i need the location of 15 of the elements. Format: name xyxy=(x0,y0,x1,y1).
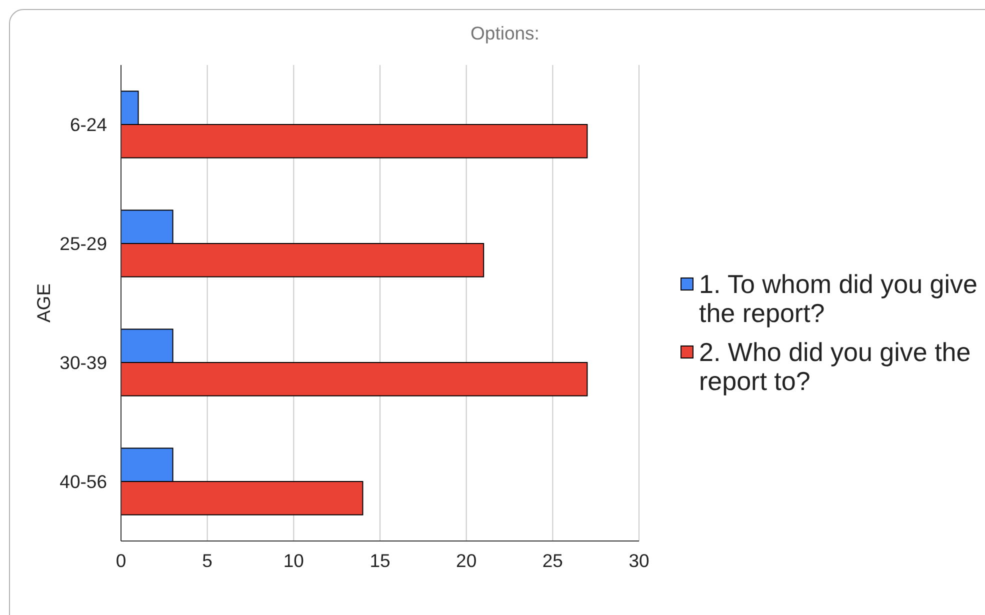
y-tick-label: 30-39 xyxy=(60,352,107,373)
y-tick-label: 6-24 xyxy=(70,114,107,135)
x-tick-label: 5 xyxy=(202,550,212,571)
y-tick-label: 25-29 xyxy=(60,233,107,254)
x-tick-label: 30 xyxy=(628,550,650,571)
x-tick-label: 10 xyxy=(283,550,304,571)
chart-title: Options: xyxy=(470,22,540,44)
x-tick-label: 25 xyxy=(542,550,563,571)
y-tick-label: 40-56 xyxy=(60,471,107,492)
y-axis-title: AGE xyxy=(33,283,54,323)
x-tick-label: 15 xyxy=(370,550,390,571)
legend-label: 2. Who did you give the report to? xyxy=(699,337,971,396)
x-tick-label: 0 xyxy=(116,550,126,571)
legend-label: 1. To whom did you give the report? xyxy=(699,269,978,328)
x-tick-label: 20 xyxy=(456,550,477,571)
